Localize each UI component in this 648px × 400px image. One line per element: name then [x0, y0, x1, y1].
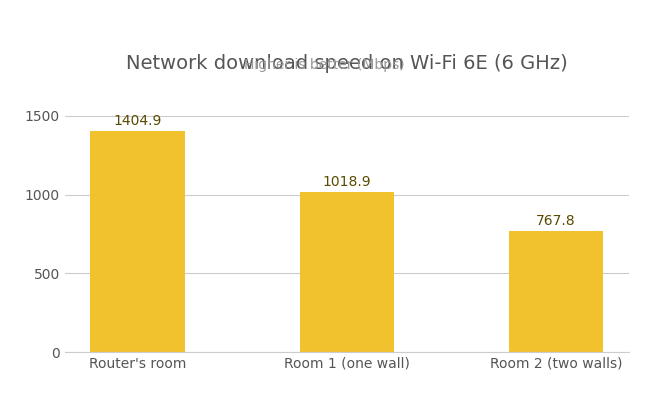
Text: Higher is better (Mbps): Higher is better (Mbps) — [244, 58, 404, 72]
Text: 767.8: 767.8 — [536, 214, 575, 228]
Text: 1404.9: 1404.9 — [113, 114, 162, 128]
Title: Network download speed on Wi-Fi 6E (6 GHz): Network download speed on Wi-Fi 6E (6 GH… — [126, 54, 568, 74]
Bar — [509, 231, 603, 352]
Bar — [299, 192, 394, 352]
Bar — [91, 131, 185, 352]
Text: 1018.9: 1018.9 — [322, 175, 371, 189]
